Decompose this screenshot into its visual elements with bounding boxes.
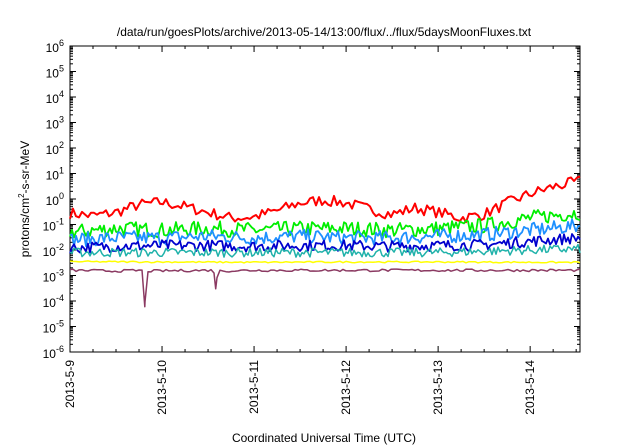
- y-tick-label: 104: [46, 89, 64, 106]
- y-tick-label: 10-1: [43, 217, 64, 234]
- y-tick-label: 106: [46, 38, 64, 55]
- y-axis-label-sup: 2: [17, 193, 26, 198]
- y-tick-label: 103: [46, 115, 64, 132]
- series-line-4: [69, 233, 581, 254]
- y-tick-label: 100: [46, 191, 64, 208]
- y-tick-label: 10-5: [43, 319, 64, 336]
- x-tick-label: 2013-5-12: [339, 360, 353, 415]
- y-tick-label: 10-3: [43, 268, 64, 285]
- x-axis-label: Coordinated Universal Time (UTC): [232, 431, 416, 445]
- y-tick-label: 105: [46, 64, 64, 81]
- y-tick-label: 10-4: [43, 293, 64, 310]
- series-line-3: [69, 218, 581, 248]
- y-tick-label: 102: [46, 140, 64, 157]
- series-group: [69, 175, 581, 308]
- series-line-1: [69, 175, 581, 224]
- y-axis-label: protons/cm2-s-sr-MeV: [17, 141, 32, 257]
- x-tick-label: 2013-5-13: [431, 360, 445, 415]
- y-tick-label: 101: [46, 166, 64, 183]
- x-tick-label: 2013-5-14: [523, 360, 537, 415]
- chart-title: /data/run/goesPlots/archive/2013-05-14/1…: [117, 25, 532, 39]
- series-line-2: [69, 209, 581, 239]
- series-line-6: [69, 260, 581, 264]
- x-tick-label: 2013-5-10: [155, 360, 169, 415]
- x-tick-label: 2013-5-11: [247, 360, 261, 414]
- series-line-5: [69, 243, 581, 258]
- y-tick-label: 10-6: [43, 344, 64, 361]
- x-tick-label: 2013-5-9: [63, 360, 77, 408]
- y-axis-label-text: protons/cm: [18, 198, 32, 257]
- y-tick-label: 10-2: [43, 242, 64, 259]
- y-axis-label-rest: -s-sr-MeV: [18, 141, 32, 194]
- plot-frame: [69, 45, 581, 353]
- axes: 10-6 10-5 10-4 10-3 10-2 10-1 100 101 102 103 104 1…: [43, 38, 581, 415]
- series-line-7: [69, 268, 581, 308]
